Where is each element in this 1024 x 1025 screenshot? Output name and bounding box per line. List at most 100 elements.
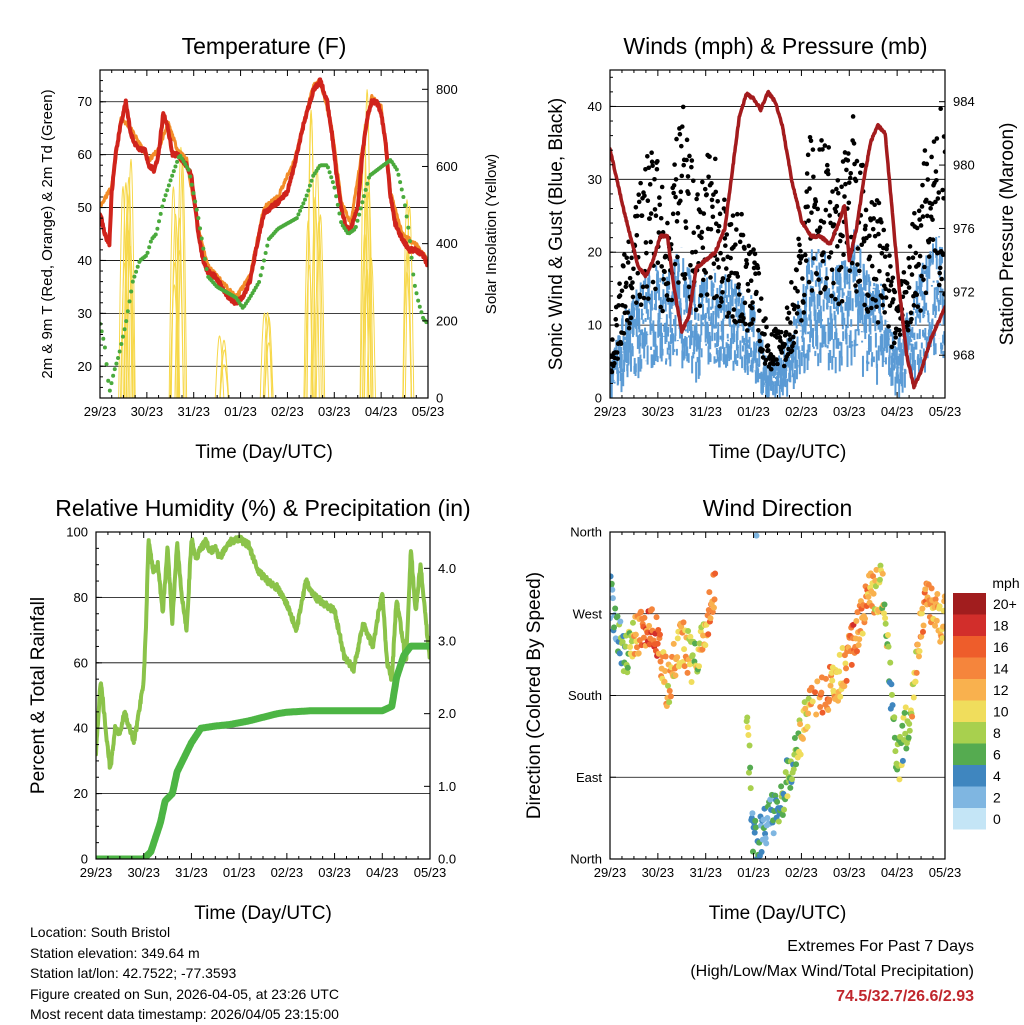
wind-direction-point: [804, 723, 811, 730]
gust-point: [823, 285, 828, 290]
gust-point: [646, 165, 652, 171]
dewpoint-point: [134, 269, 139, 274]
gust-point: [806, 218, 811, 223]
y-tick-label: 30: [78, 306, 92, 321]
gust-point: [915, 304, 921, 309]
gust-point: [882, 310, 887, 315]
gust-point: [658, 304, 664, 310]
gust-point: [616, 303, 621, 308]
gust-point: [784, 305, 790, 311]
wind-direction-point: [914, 641, 921, 648]
wind-direction-point: [932, 596, 939, 603]
gust-point: [928, 206, 933, 211]
gust-point: [801, 300, 806, 305]
gust-point: [923, 290, 929, 296]
wind-direction-point: [919, 605, 926, 612]
dewpoint-point: [265, 243, 270, 248]
dewpoint-point: [160, 204, 165, 209]
gust-point: [790, 334, 796, 340]
gust-point: [717, 211, 723, 217]
panel-2: 29/23 30/23 31/23 01/23 02/23 03/23 04/23 05/23…: [546, 33, 1018, 463]
gust-point: [710, 214, 716, 220]
wind-direction-point: [809, 698, 816, 705]
dewpoint-point: [325, 165, 330, 170]
gust-point: [892, 289, 898, 295]
x-tick-label: 04/23: [881, 404, 914, 419]
wind-direction-point: [747, 785, 754, 792]
gust-point: [730, 314, 735, 319]
gust-point: [909, 272, 915, 277]
x-axis-label: Time (Day/UTC): [195, 442, 333, 463]
wind-direction-point: [880, 610, 887, 617]
gust-point: [688, 262, 693, 268]
dewpoint-point: [191, 191, 196, 196]
dewpoint-point: [196, 216, 201, 221]
gust-point: [751, 247, 756, 252]
gust-point: [820, 147, 825, 152]
dewpoint-point: [294, 216, 299, 221]
gust-point: [722, 236, 728, 241]
gust-point: [918, 223, 924, 228]
gust-point: [653, 213, 659, 218]
gust-point: [758, 296, 764, 301]
gust-point: [685, 174, 691, 179]
gust-point: [655, 158, 660, 164]
colorbar-title: mph: [992, 575, 1019, 591]
gust-point: [919, 273, 924, 279]
gust-point: [802, 292, 807, 298]
axes-frame: [99, 69, 429, 399]
wind-direction-point: [638, 608, 645, 615]
gust-point: [704, 292, 710, 297]
gust-point: [672, 162, 677, 167]
x-tick-label: 29/23: [594, 404, 627, 419]
gust-point: [929, 154, 934, 160]
wind-direction-point: [918, 633, 925, 640]
colorbar-swatch: [953, 657, 986, 679]
gust-point: [795, 304, 801, 310]
gust-point: [933, 199, 938, 205]
wind-direction-point: [662, 653, 669, 660]
colorbar: mph 20+ 18 16 14 12 10 8 6 4 2 0: [953, 575, 1020, 830]
dewpoint-point: [357, 212, 362, 217]
wind-direction-point: [767, 796, 774, 803]
colorbar-label: 16: [993, 639, 1009, 655]
gust-point: [613, 317, 619, 322]
gust-point: [936, 190, 942, 195]
y2-tick-label: 976: [953, 221, 975, 236]
wind-direction-point: [616, 650, 623, 657]
dewpoint-point: [130, 279, 135, 284]
y-tick-label: 0: [81, 852, 88, 867]
gust-point: [664, 254, 669, 259]
colorbar-label: 6: [993, 747, 1001, 763]
wind-direction-point: [855, 642, 862, 649]
gust-point: [695, 224, 701, 230]
gust-point: [768, 366, 774, 372]
gust-point: [778, 338, 783, 343]
wind-direction-point: [825, 706, 832, 713]
gust-point: [757, 338, 763, 344]
gust-point: [914, 292, 920, 297]
dewpoint-point: [109, 381, 114, 386]
gust-point: [914, 225, 920, 231]
gust-point: [659, 184, 665, 190]
gust-point: [720, 276, 726, 281]
gust-point: [750, 317, 756, 322]
gust-point: [907, 264, 912, 270]
wind-direction-point: [752, 824, 759, 831]
gust-point: [824, 162, 830, 168]
wind-direction-point: [814, 678, 821, 685]
gust-point: [707, 154, 712, 159]
dewpoint-point: [116, 356, 121, 361]
gust-point: [679, 124, 685, 129]
gust-point: [811, 256, 817, 261]
gust-point: [624, 255, 630, 261]
wind-direction-point: [751, 829, 758, 836]
y-tick-label: West: [573, 606, 603, 621]
gust-point: [628, 315, 634, 321]
gust-point: [631, 266, 636, 272]
y2-tick-label: 968: [953, 348, 975, 363]
dewpoint-point: [399, 187, 404, 192]
gust-point: [890, 275, 896, 281]
gust-point: [874, 304, 879, 310]
